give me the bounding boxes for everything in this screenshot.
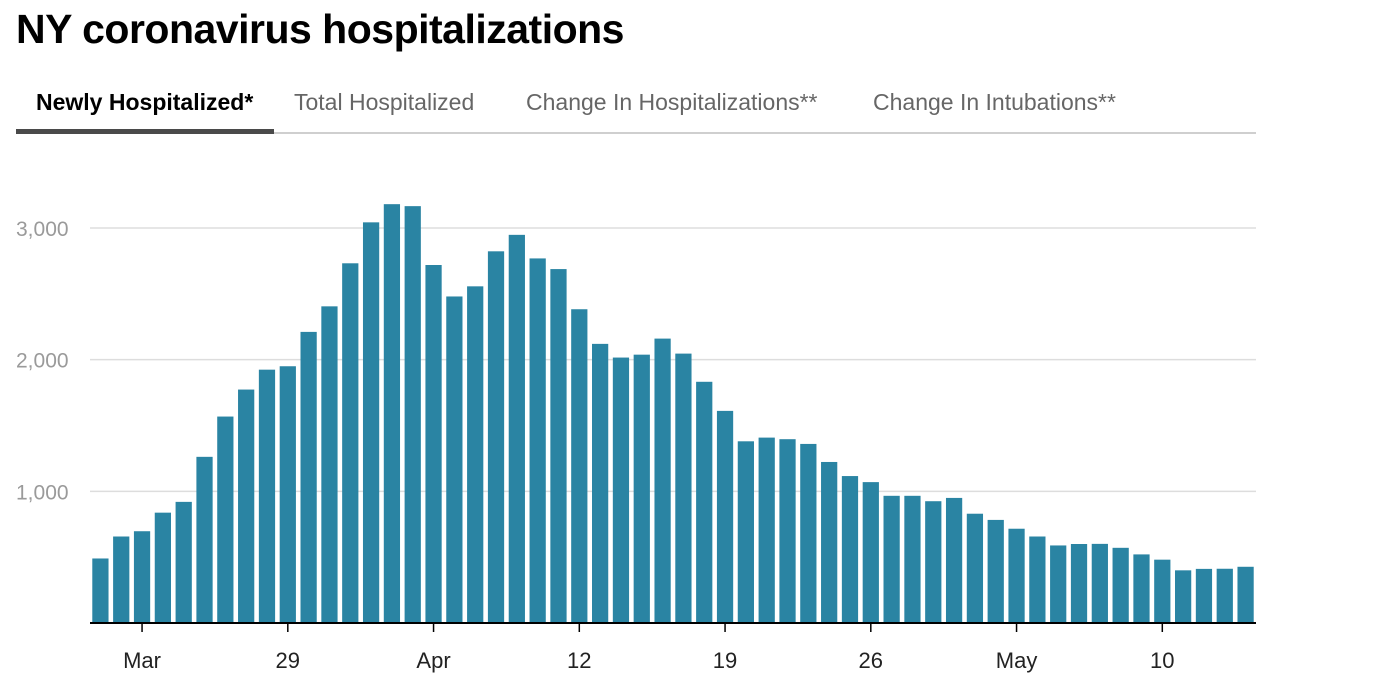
- bar: [904, 495, 921, 623]
- x-tick-label: 26: [859, 648, 883, 673]
- bar: [1070, 544, 1088, 623]
- y-tick-label: 1,000: [16, 481, 69, 504]
- x-tick-label: 19: [713, 648, 737, 673]
- y-tick-label: 2,000: [16, 350, 69, 373]
- bar: [175, 501, 192, 623]
- bar: [133, 531, 151, 623]
- bar: [404, 206, 421, 623]
- bar: [467, 286, 484, 623]
- x-tick-label: 12: [567, 648, 591, 673]
- x-tick-label: 29: [276, 648, 300, 673]
- bar: [633, 354, 650, 623]
- bar: [945, 497, 963, 623]
- bar-chart: 1,000 2,000 3,000 Mar 29 Apr 12 19 26 May 10: [16, 204, 1256, 673]
- bar: [696, 381, 713, 623]
- bar: [1029, 536, 1046, 623]
- bar: [196, 456, 213, 623]
- y-axis-ticks: 1,000 2,000 3,000: [16, 218, 69, 504]
- bar: [1008, 528, 1025, 623]
- x-tick-label: Apr: [416, 648, 450, 673]
- bar: [654, 338, 671, 623]
- bar: [716, 410, 734, 623]
- bar: [966, 513, 984, 623]
- bar: [487, 251, 505, 623]
- tab-change-in-intubations[interactable]: Change In Intubations**: [873, 89, 1116, 115]
- bar: [258, 369, 276, 623]
- bar: [217, 416, 234, 623]
- bar: [1195, 568, 1213, 623]
- bar: [279, 366, 296, 623]
- bar: [425, 265, 442, 623]
- tab-bar: Newly Hospitalized* Total Hospitalized C…: [16, 72, 1256, 134]
- bar: [1050, 545, 1067, 623]
- x-axis-ticks: Mar 29 Apr 12 19 26 May 10: [123, 623, 1175, 673]
- bar: [550, 269, 567, 623]
- bar: [1175, 570, 1192, 623]
- bar: [612, 357, 630, 623]
- bar: [925, 501, 942, 623]
- bar: [342, 263, 359, 623]
- bar: [592, 343, 609, 623]
- bar: [779, 439, 796, 623]
- bar: [1133, 554, 1150, 623]
- bar: [800, 443, 817, 623]
- bar: [737, 441, 754, 623]
- bar: [321, 306, 338, 623]
- bar: [1091, 543, 1108, 623]
- x-tick-label: May: [996, 648, 1038, 673]
- bar: [883, 495, 900, 623]
- x-tick-label: 10: [1150, 648, 1174, 673]
- bar: [154, 512, 171, 623]
- bar: [1237, 566, 1254, 623]
- bar: [529, 258, 546, 623]
- y-tick-label: 3,000: [16, 218, 69, 241]
- tab-total-hospitalized[interactable]: Total Hospitalized: [294, 89, 475, 115]
- bar-series: [92, 204, 1254, 624]
- bar: [238, 389, 255, 623]
- bar: [821, 461, 838, 623]
- bar: [446, 296, 463, 623]
- tab-change-in-hospitalizations[interactable]: Change In Hospitalizations**: [526, 89, 818, 115]
- bar: [1112, 547, 1129, 623]
- bar: [508, 234, 525, 623]
- bar: [383, 204, 401, 624]
- bar: [1154, 559, 1171, 623]
- bar: [862, 482, 879, 623]
- x-tick-label: Mar: [123, 648, 161, 673]
- bar: [300, 331, 317, 623]
- chart-title: NY coronavirus hospitalizations: [16, 6, 625, 52]
- bar: [758, 437, 775, 623]
- tab-newly-hospitalized[interactable]: Newly Hospitalized*: [16, 72, 274, 134]
- bar: [1216, 568, 1233, 623]
- bar: [571, 309, 588, 623]
- bar: [92, 558, 109, 623]
- bar: [362, 222, 380, 623]
- bar: [841, 476, 859, 623]
- bar: [987, 519, 1004, 623]
- bar: [675, 353, 692, 623]
- bar: [113, 536, 130, 623]
